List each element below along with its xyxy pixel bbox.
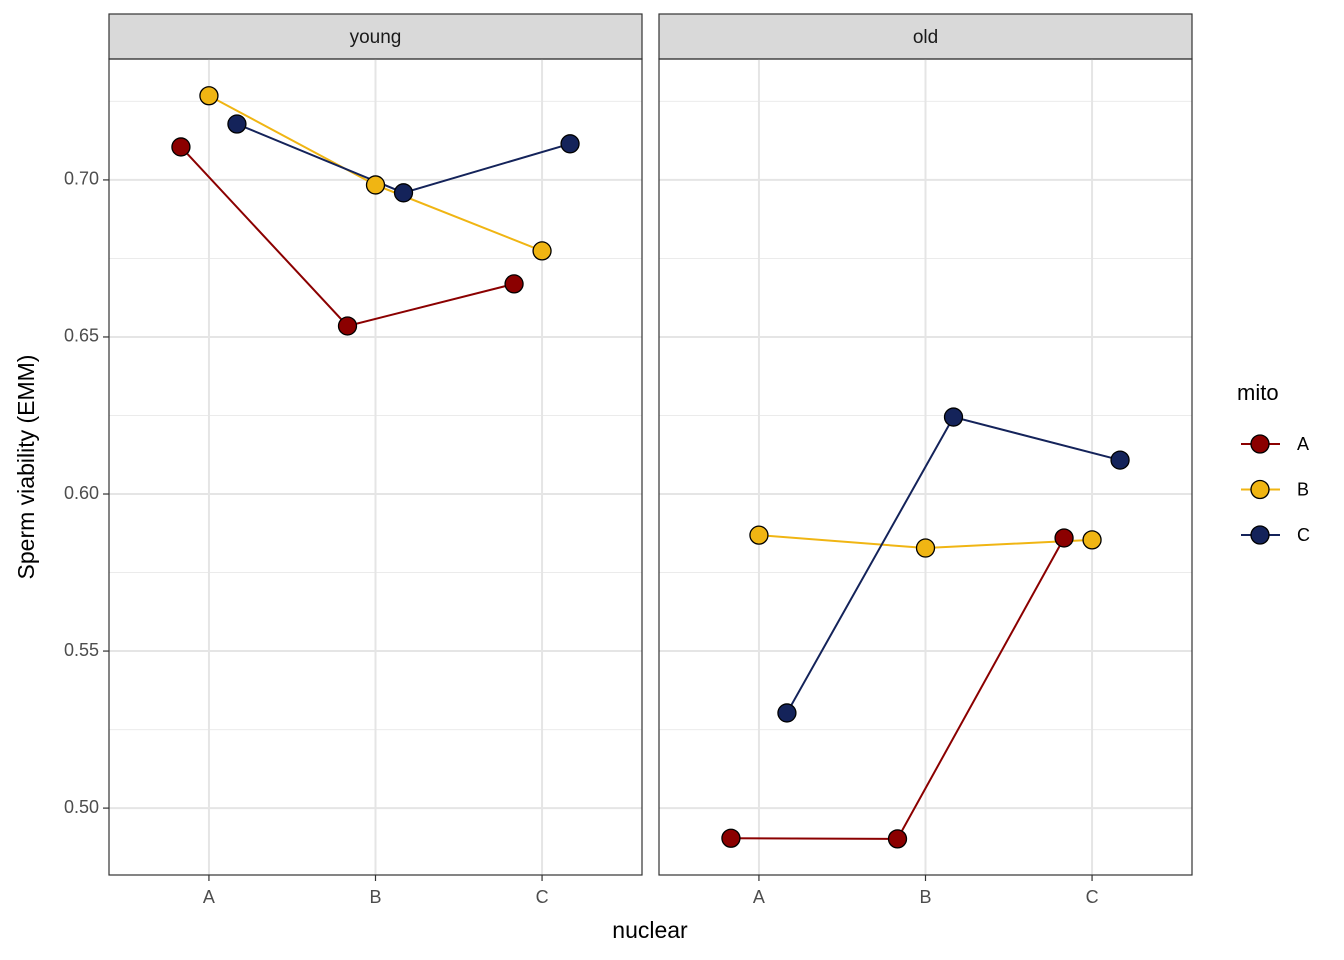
- data-point: [1082, 530, 1102, 550]
- x-tick-label: A: [753, 887, 765, 907]
- data-point: [1110, 450, 1130, 470]
- x-tick-label: C: [536, 887, 549, 907]
- x-tick-label: B: [919, 887, 931, 907]
- series-line: [180, 146, 515, 328]
- data-point: [337, 316, 358, 336]
- legend-key-point: [1250, 525, 1270, 545]
- x-tick-label: A: [203, 887, 215, 907]
- x-tick-label: B: [369, 887, 381, 907]
- legend-label: A: [1297, 434, 1309, 454]
- legend-key-point: [1250, 479, 1270, 500]
- data-point: [1054, 528, 1074, 548]
- series-line: [786, 415, 1121, 714]
- data-point: [777, 703, 797, 723]
- facet-title: young: [350, 27, 402, 48]
- panel-border: [108, 58, 643, 876]
- data-point: [749, 525, 769, 545]
- facet-strip: [658, 13, 1193, 60]
- data-point: [915, 538, 936, 558]
- y-tick-label: 0.50: [64, 797, 99, 817]
- data-point: [504, 274, 524, 294]
- data-point: [560, 134, 580, 154]
- y-tick-label: 0.70: [64, 169, 99, 189]
- data-point: [887, 829, 908, 849]
- panel-border: [658, 58, 1193, 876]
- data-point: [227, 114, 247, 134]
- y-axis-label: Sperm viability (EMM): [13, 355, 39, 580]
- data-point: [365, 175, 386, 195]
- y-tick-label: 0.60: [64, 483, 99, 503]
- data-point: [171, 137, 191, 157]
- legend-label: B: [1297, 479, 1309, 499]
- series-line: [730, 537, 1065, 840]
- facet-strip: [108, 13, 643, 60]
- y-tick-label: 0.55: [64, 640, 99, 660]
- data-point: [393, 183, 414, 203]
- x-axis-label: nuclear: [612, 917, 688, 943]
- data-point: [532, 241, 552, 261]
- y-tick-label: 0.65: [64, 326, 99, 346]
- legend-key-point: [1250, 434, 1270, 454]
- x-tick-label: C: [1086, 887, 1099, 907]
- legend-label: C: [1297, 525, 1310, 545]
- series-line: [236, 123, 571, 194]
- facet-title: old: [913, 27, 938, 48]
- data-point: [199, 86, 219, 106]
- data-point: [943, 407, 964, 427]
- data-point: [721, 828, 741, 848]
- legend-title: mito: [1237, 380, 1279, 405]
